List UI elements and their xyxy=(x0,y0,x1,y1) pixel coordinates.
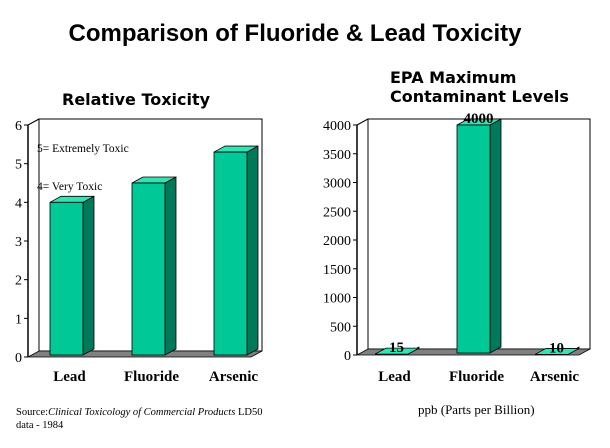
data-label: 4000 xyxy=(464,111,494,127)
annotation: 4= Very Toxic xyxy=(37,181,102,193)
bar xyxy=(131,182,166,356)
source-prefix: Source: xyxy=(16,407,49,418)
y-tick-label: 2500 xyxy=(323,205,351,220)
bar xyxy=(213,151,248,356)
bar-side xyxy=(246,145,259,356)
bar-side xyxy=(164,176,177,356)
x-tick-label: Arsenic xyxy=(530,369,579,385)
main-title: Comparison of Fluoride & Lead Toxicity xyxy=(68,20,522,47)
x-tick-label: Lead xyxy=(378,369,411,385)
bar-side xyxy=(82,195,95,356)
bar xyxy=(456,124,491,354)
frame-corner xyxy=(27,118,40,126)
y-tick-label: 1 xyxy=(15,312,22,327)
y-tick-label: 4 xyxy=(15,196,22,211)
y-tick-label: 6 xyxy=(15,119,22,134)
bar xyxy=(49,201,84,356)
x-tick-label: Fluoride xyxy=(124,369,179,385)
y-tick-label: 2000 xyxy=(323,234,351,249)
annotation: 5= Extremely Toxic xyxy=(37,143,129,155)
frame-corner xyxy=(356,118,369,126)
y-tick-label: 2 xyxy=(15,274,22,289)
chart-title-relative-toxicity: Relative Toxicity xyxy=(62,90,211,109)
x-tick-label: Lead xyxy=(53,369,86,385)
data-label: 15 xyxy=(389,340,404,356)
source-note: Source:Clinical Toxicology of Commercial… xyxy=(16,406,266,432)
source-title: Clinical Toxicology of Commercial Produc… xyxy=(48,407,236,418)
y-tick-label: 4000 xyxy=(323,119,351,134)
y-tick-label: 3500 xyxy=(323,148,351,163)
y-tick-label: 5 xyxy=(15,158,22,173)
x-tick-label: Fluoride xyxy=(449,369,504,385)
y-tick-label: 1000 xyxy=(323,292,351,307)
y-tick-label: 500 xyxy=(330,320,351,335)
x-tick-label: Arsenic xyxy=(209,369,258,385)
y-tick-label: 0 xyxy=(344,349,351,364)
y-tick-label: 0 xyxy=(15,351,22,366)
chart-title-epa-text: EPA Maximum Contaminant Levels xyxy=(390,68,569,106)
bar-side xyxy=(489,118,502,354)
unit-note: ppb (Parts per Billion) xyxy=(418,402,535,417)
chart-title-epa-levels: EPA Maximum Contaminant Levels xyxy=(390,68,590,106)
bar-top xyxy=(534,348,580,355)
y-tick-label: 3000 xyxy=(323,177,351,192)
y-tick-label: 3 xyxy=(15,235,22,250)
data-label: 10 xyxy=(549,340,564,356)
bar-top xyxy=(374,347,420,355)
y-tick-label: 1500 xyxy=(323,263,351,278)
source-suffix: LD50 data - 1984 xyxy=(16,407,263,431)
